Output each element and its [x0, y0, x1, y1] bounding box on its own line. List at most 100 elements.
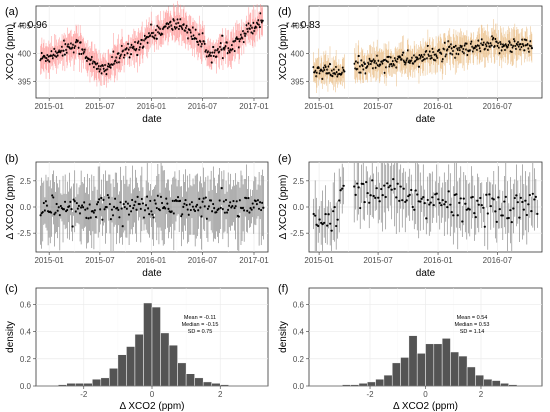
histogram-bar — [483, 378, 493, 387]
data-point — [88, 203, 91, 206]
x-tick-label: 2016-01 — [137, 256, 167, 265]
histogram-bar — [491, 380, 501, 387]
data-point — [523, 49, 526, 52]
data-point — [402, 51, 405, 54]
data-point — [338, 199, 341, 202]
data-point — [384, 195, 387, 199]
data-point — [432, 203, 435, 207]
histogram-bar — [500, 383, 509, 387]
data-point — [501, 214, 504, 217]
data-point — [54, 211, 57, 214]
data-point — [116, 206, 119, 209]
data-point — [82, 206, 85, 209]
y-tick-label: 405 — [291, 22, 305, 31]
histogram-bar — [425, 343, 435, 387]
data-point — [324, 212, 327, 216]
data-point — [480, 204, 483, 207]
y-tick-label: 2.5 — [293, 177, 305, 186]
data-point — [431, 196, 434, 199]
data-point — [224, 198, 228, 202]
data-point — [105, 205, 108, 209]
data-point — [121, 225, 124, 228]
data-point — [196, 203, 199, 206]
data-point — [518, 216, 521, 219]
data-point — [333, 205, 336, 209]
data-point — [167, 207, 170, 210]
data-point — [329, 222, 332, 225]
data-point — [84, 208, 87, 211]
data-point — [356, 182, 359, 185]
data-point — [238, 199, 242, 202]
data-point — [426, 198, 429, 202]
data-point — [407, 195, 410, 198]
summary-stat: Median = -0.15 — [182, 322, 219, 328]
histogram-bar — [458, 355, 468, 387]
data-point — [396, 182, 399, 185]
data-point — [206, 207, 210, 210]
data-point — [504, 195, 507, 198]
data-point — [525, 213, 528, 217]
data-point — [41, 210, 44, 214]
data-point — [120, 207, 123, 210]
data-point — [447, 190, 450, 193]
y-tick-label: 395 — [291, 77, 305, 86]
data-point — [498, 208, 501, 211]
data-point — [420, 197, 423, 200]
data-point — [101, 218, 104, 221]
data-point — [363, 200, 366, 204]
data-point — [387, 186, 390, 189]
x-axis-title: date — [416, 268, 436, 279]
data-point — [255, 203, 259, 206]
histogram-bar — [92, 378, 102, 387]
histogram-bar — [143, 302, 153, 387]
data-point — [87, 217, 90, 220]
data-point — [50, 211, 53, 214]
correlation-annotation: r = 0.83 — [286, 20, 321, 31]
data-point — [97, 200, 100, 204]
data-point — [234, 205, 237, 208]
data-point — [365, 180, 368, 184]
data-point — [215, 211, 218, 214]
data-point — [205, 217, 208, 220]
data-point — [393, 187, 396, 190]
x-axis-title: date — [416, 114, 436, 125]
data-point — [221, 208, 224, 211]
y-tick-label: 0.0 — [293, 203, 305, 212]
y-tick-label: 400 — [291, 49, 305, 58]
data-point — [461, 220, 464, 223]
data-point — [89, 216, 92, 219]
data-point — [495, 220, 498, 224]
data-point — [39, 214, 42, 217]
data-point — [231, 205, 234, 208]
data-point — [315, 223, 318, 226]
data-point — [45, 204, 49, 207]
data-point — [261, 19, 264, 22]
data-point — [179, 199, 182, 202]
data-point — [81, 204, 84, 207]
data-point — [476, 199, 479, 202]
data-point — [134, 200, 137, 203]
data-point — [159, 195, 163, 198]
data-point — [80, 206, 83, 209]
data-point — [488, 193, 491, 196]
data-point — [312, 212, 315, 216]
data-point — [51, 194, 54, 197]
data-point — [219, 206, 222, 210]
y-tick-label: 400 — [18, 49, 32, 58]
data-point — [185, 203, 188, 207]
histogram-bar — [151, 306, 161, 387]
data-point — [75, 201, 78, 205]
data-point — [395, 196, 398, 199]
data-point — [56, 209, 59, 212]
data-point — [317, 224, 320, 228]
data-point — [165, 197, 168, 200]
data-point — [142, 216, 146, 219]
data-point — [327, 213, 330, 216]
data-point — [135, 208, 138, 211]
data-point — [357, 54, 360, 58]
y-tick-label: 0.4 — [20, 328, 32, 337]
data-point — [118, 216, 121, 219]
data-point — [330, 229, 333, 232]
histogram-bar — [100, 377, 110, 387]
